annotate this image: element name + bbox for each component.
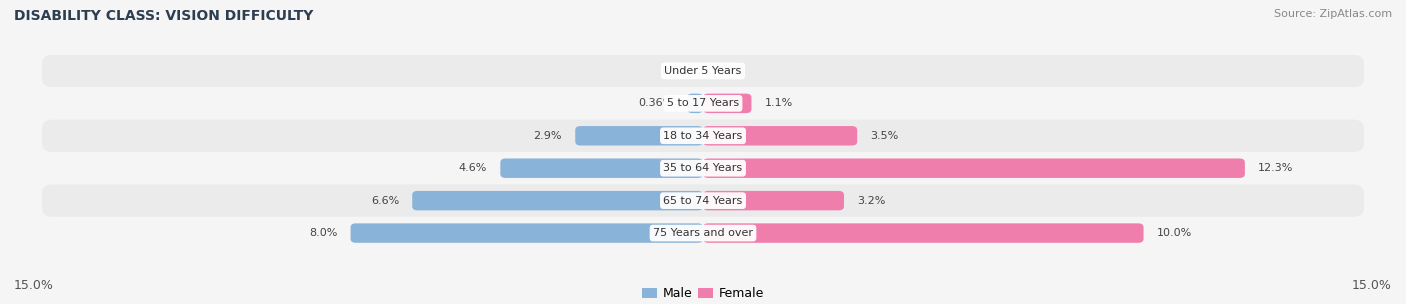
FancyBboxPatch shape xyxy=(42,152,1364,185)
Text: 35 to 64 Years: 35 to 64 Years xyxy=(664,163,742,173)
Text: 15.0%: 15.0% xyxy=(14,279,53,292)
FancyBboxPatch shape xyxy=(42,87,1364,119)
FancyBboxPatch shape xyxy=(42,55,1364,87)
Text: 6.6%: 6.6% xyxy=(371,196,399,206)
Text: 4.6%: 4.6% xyxy=(458,163,486,173)
FancyBboxPatch shape xyxy=(703,126,858,146)
FancyBboxPatch shape xyxy=(42,185,1364,217)
Text: 0.36%: 0.36% xyxy=(638,98,673,108)
Text: 12.3%: 12.3% xyxy=(1258,163,1294,173)
Text: 8.0%: 8.0% xyxy=(309,228,337,238)
Text: Under 5 Years: Under 5 Years xyxy=(665,66,741,76)
Legend: Male, Female: Male, Female xyxy=(637,282,769,304)
FancyBboxPatch shape xyxy=(412,191,703,210)
Text: 15.0%: 15.0% xyxy=(1353,279,1392,292)
Text: 75 Years and over: 75 Years and over xyxy=(652,228,754,238)
Text: 3.2%: 3.2% xyxy=(858,196,886,206)
FancyBboxPatch shape xyxy=(42,119,1364,152)
FancyBboxPatch shape xyxy=(575,126,703,146)
Text: 65 to 74 Years: 65 to 74 Years xyxy=(664,196,742,206)
Text: 0.0%: 0.0% xyxy=(662,66,690,76)
FancyBboxPatch shape xyxy=(703,223,1143,243)
Text: 1.1%: 1.1% xyxy=(765,98,793,108)
Text: 10.0%: 10.0% xyxy=(1157,228,1192,238)
FancyBboxPatch shape xyxy=(703,191,844,210)
FancyBboxPatch shape xyxy=(688,94,703,113)
FancyBboxPatch shape xyxy=(350,223,703,243)
Text: 3.5%: 3.5% xyxy=(870,131,898,141)
FancyBboxPatch shape xyxy=(42,217,1364,249)
Text: 18 to 34 Years: 18 to 34 Years xyxy=(664,131,742,141)
Text: Source: ZipAtlas.com: Source: ZipAtlas.com xyxy=(1274,9,1392,19)
FancyBboxPatch shape xyxy=(703,94,751,113)
Text: 5 to 17 Years: 5 to 17 Years xyxy=(666,98,740,108)
Text: DISABILITY CLASS: VISION DIFFICULTY: DISABILITY CLASS: VISION DIFFICULTY xyxy=(14,9,314,23)
FancyBboxPatch shape xyxy=(501,158,703,178)
Text: 2.9%: 2.9% xyxy=(533,131,562,141)
Text: 0.0%: 0.0% xyxy=(716,66,744,76)
FancyBboxPatch shape xyxy=(703,158,1244,178)
